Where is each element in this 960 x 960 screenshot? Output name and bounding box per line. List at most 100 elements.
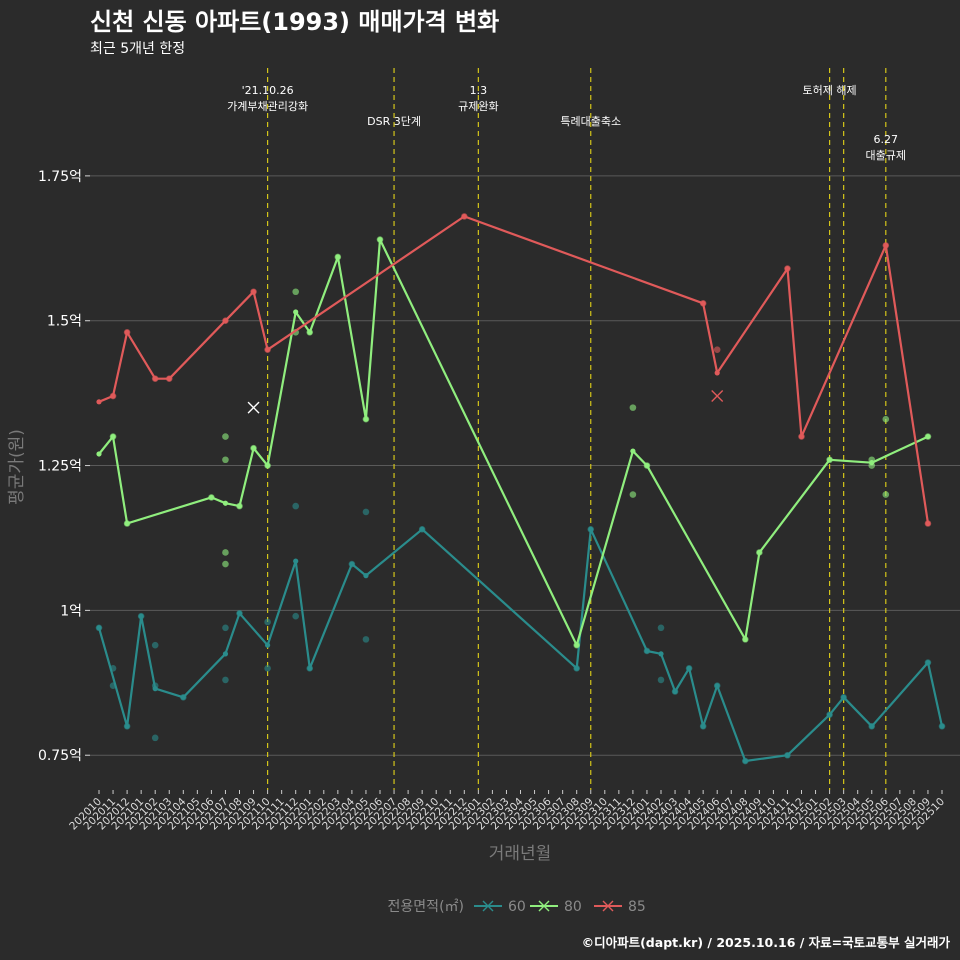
data-point [264, 665, 271, 672]
data-point [264, 618, 271, 626]
line-vertex [925, 433, 931, 440]
data-point [362, 508, 370, 516]
series-80 [96, 236, 932, 649]
line-vertex [293, 309, 299, 315]
gridlines [85, 175, 960, 756]
line-vertex [152, 686, 158, 692]
line-vertex [124, 329, 130, 335]
data-point [151, 734, 159, 742]
data-point [222, 676, 229, 684]
line-vertex [265, 642, 271, 648]
line-vertex [236, 610, 243, 616]
line-vertex [756, 549, 762, 556]
data-point [292, 612, 300, 620]
legend-key-cross [482, 900, 494, 912]
legend-key-cross [538, 900, 550, 912]
legend-title: 전용면적(㎡) [388, 899, 464, 915]
data-point [629, 404, 637, 411]
line-vertex [208, 494, 214, 501]
series-line [97, 528, 944, 763]
event-label: DSR 3단계 [367, 115, 421, 128]
event-label: 토허제 해제 [803, 83, 857, 97]
line-vertex [377, 237, 383, 243]
event-label: 규제완화 [458, 100, 498, 113]
legend-item-80: 80 [530, 899, 582, 915]
line-vertex [784, 752, 791, 758]
line-vertex [222, 651, 229, 657]
line-vertex [96, 451, 102, 457]
line-vertex [250, 289, 257, 295]
line-vertex [672, 688, 678, 695]
line-vertex [461, 213, 467, 220]
line-vertex [222, 318, 229, 324]
line-vertex [152, 376, 158, 382]
line-vertex [630, 448, 636, 454]
line-vertex [939, 723, 945, 729]
line-vertex [841, 694, 847, 700]
line-vertex [574, 665, 580, 671]
line-vertex [686, 665, 692, 671]
data-point [657, 624, 665, 632]
data-point [882, 415, 890, 423]
line-vertex [307, 329, 313, 335]
line-vertex [166, 376, 172, 382]
line-vertex [700, 300, 706, 306]
data-point [292, 502, 300, 510]
data-point [222, 549, 229, 556]
cross-stroke [711, 390, 724, 403]
x-axis-ticks: 2020102020112020122021012021022021032021… [67, 790, 947, 832]
series-85 [96, 213, 932, 527]
cross-marker [711, 390, 724, 403]
data-point [222, 433, 229, 440]
line-vertex [869, 723, 875, 729]
chart-title: 신천 신동 아파트(1993) 매매가격 변화 [90, 8, 499, 36]
legend-key-cross [602, 900, 614, 912]
event-label: '21.10.26 [242, 84, 294, 97]
event-label: 1.3 [470, 84, 488, 97]
data-point [629, 491, 637, 498]
line-vertex [644, 462, 650, 469]
line-vertex [124, 723, 130, 729]
data-point [222, 560, 229, 568]
y-tick-label: 1.5억 [47, 314, 82, 330]
line-vertex [827, 457, 833, 463]
line-vertex [742, 758, 748, 764]
line-vertex [925, 520, 931, 527]
data-point [882, 491, 890, 498]
line-vertex [96, 625, 102, 631]
series-60 [95, 502, 946, 765]
chart-subtitle: 최근 5개년 한정 [90, 41, 185, 57]
line-vertex [124, 520, 130, 527]
line-vertex [588, 526, 594, 532]
legend-label: 85 [628, 899, 646, 915]
legend-label: 80 [564, 899, 582, 915]
data-point [151, 641, 159, 649]
line-vertex [925, 659, 931, 666]
data-point [713, 346, 721, 353]
y-tick-label: 1.75억 [38, 169, 82, 185]
line-vertex [293, 558, 299, 564]
x-axis-label: 거래년월 [489, 844, 552, 864]
line-vertex [714, 683, 720, 689]
legend: 전용면적(㎡) 60 80 85 [388, 899, 646, 915]
cross-marker [247, 401, 260, 414]
line-vertex [265, 462, 271, 469]
line-vertex [363, 416, 369, 422]
data-point [657, 676, 665, 684]
line-vertex [419, 526, 425, 532]
line-vertex [138, 613, 144, 619]
y-axis-label: 평균가(원) [7, 429, 27, 505]
line-vertex [180, 694, 186, 700]
data-point [292, 288, 300, 296]
legend-label: 60 [508, 899, 526, 915]
data-point [362, 636, 370, 643]
cross-stroke [247, 401, 260, 414]
data-point [222, 624, 229, 632]
line-vertex [883, 242, 889, 248]
y-tick-label: 1.25억 [38, 459, 82, 475]
line-vertex [714, 370, 720, 376]
line-vertex [110, 393, 116, 399]
line-vertex [700, 723, 706, 729]
